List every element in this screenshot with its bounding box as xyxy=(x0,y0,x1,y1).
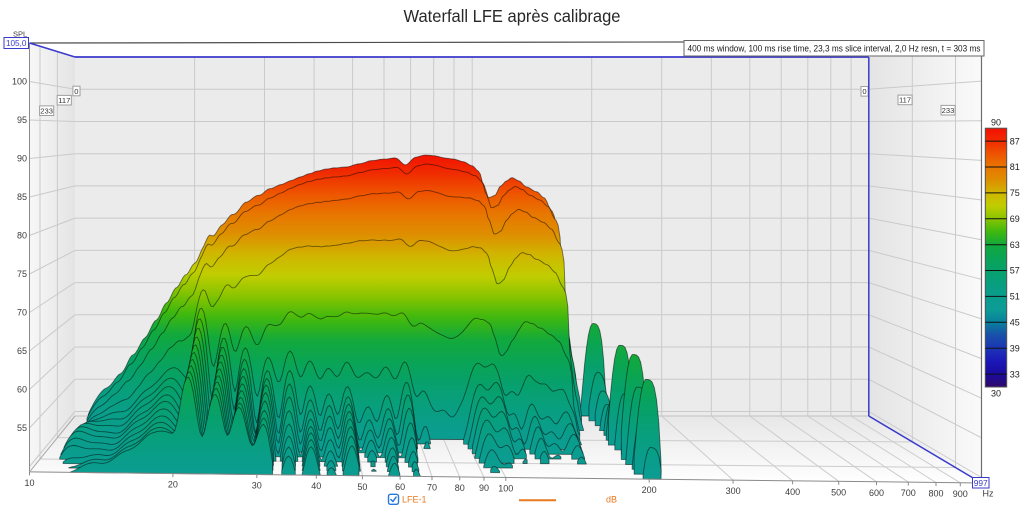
svg-text:80: 80 xyxy=(17,231,27,241)
svg-text:300: 300 xyxy=(726,486,741,496)
svg-text:0: 0 xyxy=(74,87,78,96)
svg-text:75: 75 xyxy=(1010,188,1020,198)
svg-text:55: 55 xyxy=(17,423,27,433)
svg-text:60: 60 xyxy=(395,482,405,492)
svg-text:100: 100 xyxy=(12,77,27,87)
svg-text:800: 800 xyxy=(928,489,943,499)
svg-text:75: 75 xyxy=(17,269,27,279)
svg-text:105,0: 105,0 xyxy=(6,39,27,48)
svg-text:30: 30 xyxy=(991,389,1001,399)
svg-text:51: 51 xyxy=(1010,292,1020,302)
svg-text:40: 40 xyxy=(311,481,321,491)
svg-text:45: 45 xyxy=(1010,318,1020,328)
svg-text:70: 70 xyxy=(427,483,437,493)
svg-text:997: 997 xyxy=(974,478,988,488)
svg-text:0: 0 xyxy=(862,87,866,96)
svg-text:Hz: Hz xyxy=(983,489,994,499)
svg-text:117: 117 xyxy=(899,96,911,105)
svg-text:69: 69 xyxy=(1010,214,1020,224)
svg-text:50: 50 xyxy=(357,482,367,492)
svg-text:117: 117 xyxy=(58,96,70,105)
svg-text:80: 80 xyxy=(455,483,465,493)
svg-text:90: 90 xyxy=(17,154,27,164)
svg-text:95: 95 xyxy=(17,115,27,125)
svg-text:20: 20 xyxy=(168,480,178,490)
svg-text:SPL: SPL xyxy=(13,30,27,39)
svg-text:900: 900 xyxy=(953,489,968,499)
svg-text:dB: dB xyxy=(606,495,617,505)
svg-text:57: 57 xyxy=(1010,266,1020,276)
svg-text:87: 87 xyxy=(1010,136,1020,146)
svg-text:85: 85 xyxy=(17,192,27,202)
svg-text:81: 81 xyxy=(1010,162,1020,172)
svg-text:39: 39 xyxy=(1010,343,1020,353)
svg-text:400 ms window, 100 ms rise tim: 400 ms window, 100 ms rise time, 23,3 ms… xyxy=(688,44,981,54)
svg-text:200: 200 xyxy=(642,485,657,495)
svg-text:65: 65 xyxy=(17,346,27,356)
svg-text:10: 10 xyxy=(24,478,34,488)
svg-text:63: 63 xyxy=(1010,240,1020,250)
svg-text:233: 233 xyxy=(942,106,955,115)
svg-text:LFE-1: LFE-1 xyxy=(402,495,427,505)
svg-text:60: 60 xyxy=(17,385,27,395)
svg-text:700: 700 xyxy=(901,488,916,498)
svg-text:90: 90 xyxy=(479,483,489,493)
svg-text:70: 70 xyxy=(17,308,27,318)
svg-text:90: 90 xyxy=(991,118,1001,128)
svg-text:30: 30 xyxy=(252,481,262,491)
svg-text:Waterfall LFE après calibrage: Waterfall LFE après calibrage xyxy=(404,6,621,26)
svg-text:600: 600 xyxy=(869,488,884,498)
svg-text:500: 500 xyxy=(831,487,846,497)
svg-text:33: 33 xyxy=(1010,369,1020,379)
svg-text:100: 100 xyxy=(498,484,513,494)
svg-text:233: 233 xyxy=(40,107,53,116)
svg-text:400: 400 xyxy=(785,487,800,497)
